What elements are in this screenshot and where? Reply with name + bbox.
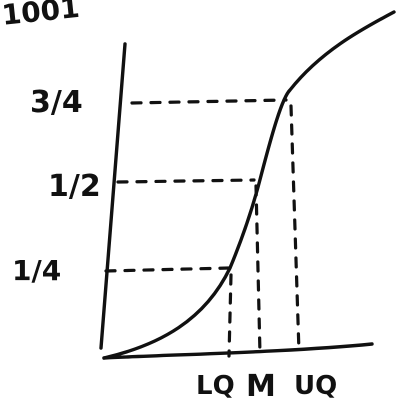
y-tick-three-quarters: 3/4 (30, 85, 83, 120)
guide-quarter (104, 266, 232, 273)
guide-half (116, 178, 256, 184)
x-axis (102, 342, 374, 360)
drop-lq (227, 273, 233, 358)
x-tick-uq: UQ (294, 371, 337, 401)
drop-uq (289, 104, 301, 354)
y-axis (99, 42, 127, 350)
drop-median (254, 184, 262, 356)
y-tick-quarter: 1/4 (12, 254, 61, 287)
title-fragment: 1001 (0, 0, 81, 32)
ogive-curve (102, 10, 396, 360)
y-tick-half: 1/2 (48, 169, 101, 204)
guide-three-quarters (130, 98, 288, 105)
x-tick-lq: LQ (196, 371, 235, 401)
x-tick-m: M (246, 369, 276, 404)
